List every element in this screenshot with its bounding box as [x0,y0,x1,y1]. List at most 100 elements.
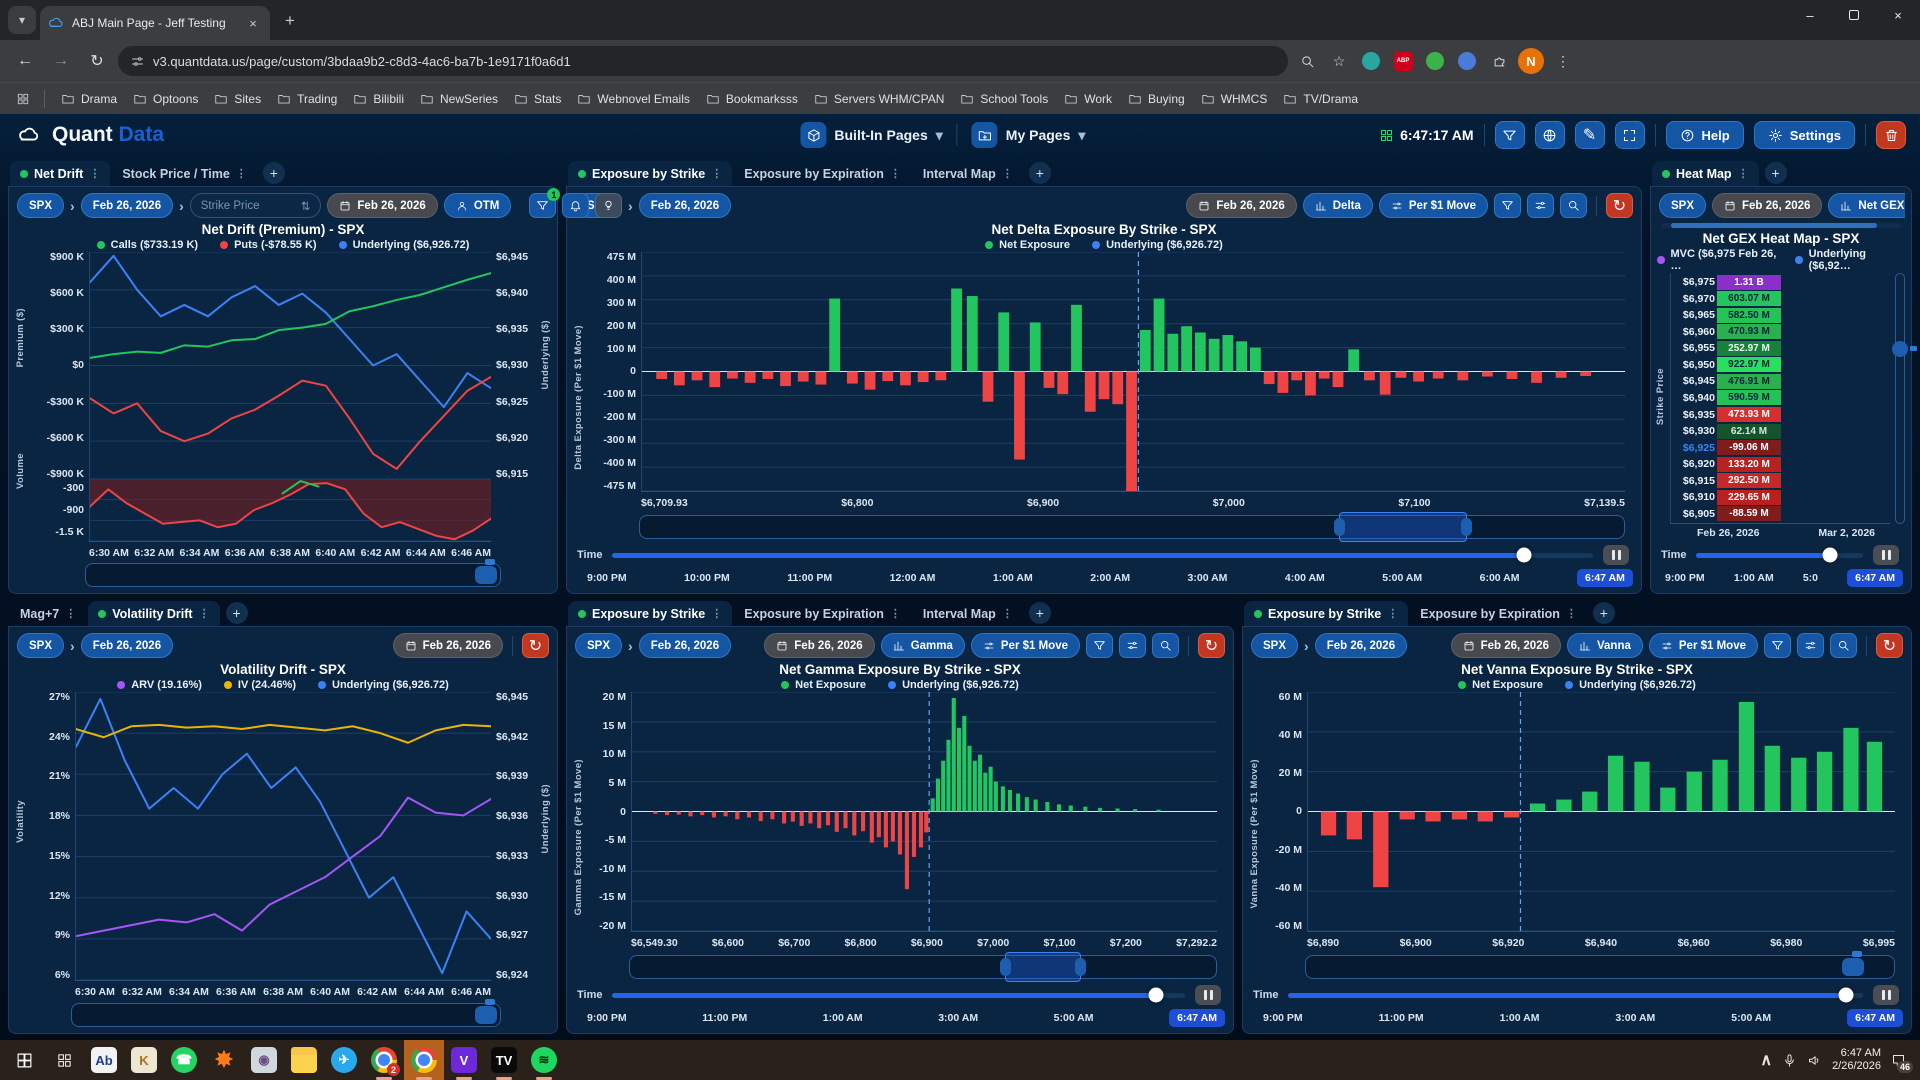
new-tab-button[interactable]: + [285,11,295,30]
vertical-slider-knob[interactable] [1892,340,1917,357]
legend-item[interactable]: Net Exposure [1458,679,1543,691]
browser-menu-icon[interactable]: ⋮ [1556,52,1570,69]
heatmap-row[interactable]: $6,935 473.93 M [1671,407,1890,423]
heatmap-row[interactable]: $6,930 62.14 M [1671,423,1890,439]
kebab-icon[interactable]: ⋮ [89,168,101,180]
pause-button[interactable] [1603,545,1629,565]
bookmark-folder[interactable]: Stats [506,88,569,110]
metric-pill[interactable]: Vanna [1566,633,1643,658]
plot-area[interactable] [75,692,491,980]
tab-net-drift[interactable]: Net Drift ⋮ [10,161,111,186]
delete-page-button[interactable] [1876,121,1906,149]
my-pages-button[interactable]: My Pages ▾ [971,122,1085,148]
symbol-pill[interactable]: SPX [575,633,623,658]
kebab-icon[interactable]: ⋮ [235,168,247,180]
time-slider[interactable] [1696,547,1863,563]
global-filter-button[interactable] [1494,121,1525,149]
browser-tab[interactable]: ABJ Main Page - Jeff Testing × [40,6,270,40]
legend-item[interactable]: Net Exposure [985,239,1070,251]
kebab-icon[interactable]: ⋮ [889,168,901,180]
date-pill[interactable]: Feb 26, 2026 [80,633,174,658]
per-move-pill[interactable]: Per $1 Move [1378,193,1488,218]
built-in-pages-button[interactable]: Built-In Pages ▾ [800,122,943,148]
otm-pill[interactable]: OTM [443,193,512,218]
tab-exposure-by-expiration[interactable]: Exposure by Expiration ⋮ [1420,606,1577,621]
taskbar-app[interactable]: TV [484,1040,524,1080]
tab-exposure-by-expiration[interactable]: Exposure by Expiration ⋮ [744,166,901,181]
legend-item[interactable]: Underlying ($6,92… [1795,248,1905,272]
range-brush[interactable] [1305,951,1895,979]
expiry-pill[interactable]: Feb 26, 2026 [1712,193,1823,218]
symbol-pill[interactable]: SPX [17,633,65,658]
heatmap-row[interactable]: $6,940 590.59 M [1671,390,1890,406]
heatmap-row[interactable]: $6,960 470.93 M [1671,324,1890,340]
taskbar-app[interactable] [404,1040,444,1080]
kebab-icon[interactable]: ⋮ [1001,608,1013,620]
heatmap-row[interactable]: $6,905 -88.59 M [1671,506,1890,522]
tab-stock-price-time[interactable]: Stock Price / Time ⋮ [122,166,247,181]
legend-item[interactable]: Underlying ($6,926.72) [1565,679,1696,691]
tab-exposure-by-strike[interactable]: Exposure by Strike ⋮ [568,161,733,186]
tab-exposure-by-strike[interactable]: Exposure by Strike ⋮ [568,601,733,626]
add-tab-button[interactable]: + [1028,162,1051,184]
kebab-icon[interactable]: ⋮ [1565,608,1577,620]
fullscreen-button[interactable] [1614,121,1645,149]
start-button[interactable] [4,1040,44,1080]
reset-button[interactable]: ↻ [1198,633,1225,658]
edit-button[interactable]: ✎ [1574,121,1605,149]
heatmap-row[interactable]: $6,945 476.91 M [1671,373,1890,389]
filter-button[interactable] [1764,633,1791,658]
bookmark-folder[interactable]: Sites [206,88,269,110]
kebab-icon[interactable]: ⋮ [1737,168,1749,180]
tab-heat-map[interactable]: Heat Map ⋮ [1652,161,1759,186]
add-tab-button[interactable]: + [1028,602,1051,624]
expiry-pill[interactable]: Feb 26, 2026 [1450,633,1561,658]
metric-pill[interactable]: Delta [1302,193,1373,218]
bookmark-star-icon[interactable]: ☆ [1332,52,1346,69]
bookmark-folder[interactable]: Work [1056,88,1120,110]
per-move-pill[interactable]: Per $1 Move [1648,633,1758,658]
bookmark-folder[interactable]: Bilibili [345,88,412,110]
kebab-icon[interactable]: ⋮ [889,608,901,620]
strike-price-input[interactable]: ⇅ [189,193,322,218]
bookmark-folder[interactable]: Buying [1120,88,1193,110]
time-slider[interactable] [612,547,1593,563]
metric-pill[interactable]: Gamma [880,633,965,658]
taskbar-app[interactable]: K [124,1040,164,1080]
help-button[interactable]: Help [1665,121,1744,149]
zoom-button[interactable] [1830,633,1857,658]
symbol-pill[interactable]: SPX [1251,633,1299,658]
time-slider[interactable] [612,987,1185,1003]
tab-close-icon[interactable]: × [249,15,257,31]
brush-handle[interactable] [475,999,497,1024]
bookmark-folder[interactable]: Servers WHM/CPAN [806,88,952,110]
heatmap-row[interactable]: $6,970 603.07 M [1671,291,1890,307]
profile-avatar[interactable]: N [1518,48,1544,74]
adjust-button[interactable] [1119,633,1146,658]
adjust-button[interactable] [1797,633,1824,658]
filter-button[interactable]: 1 [529,188,561,218]
range-brush[interactable] [629,952,1217,982]
reset-button[interactable]: ↻ [522,633,549,658]
heatmap-row[interactable]: $6,950 922.97 M [1671,357,1890,373]
expiry-pill[interactable]: Feb 26, 2026 [392,633,503,658]
heatmap-row[interactable]: $6,920 133.20 M [1671,456,1890,472]
reload-button[interactable]: ↻ [90,53,104,70]
expiry-pill[interactable]: Feb 26, 2026 [1186,193,1297,218]
kebab-icon[interactable]: ⋮ [711,608,723,620]
date-pill[interactable]: Feb 26, 2026 [638,633,732,658]
date-pill[interactable]: Feb 26, 2026 [80,193,174,218]
pause-button[interactable] [1195,985,1221,1005]
add-tab-button[interactable]: + [1592,602,1615,624]
bookmark-folder[interactable]: WHMCS [1193,88,1276,110]
bookmark-folder[interactable]: Bookmarksss [698,88,806,110]
date-pill[interactable]: Feb 26, 2026 [1314,633,1408,658]
horizontal-scrollbar[interactable] [1661,223,1901,228]
legend-item[interactable]: Puts (-$78.55 K) [220,239,317,251]
symbol-pill[interactable]: SPX [1659,193,1707,218]
window-maximize-button[interactable] [1832,0,1876,30]
site-settings-icon[interactable] [130,54,145,69]
reset-button[interactable]: ↻ [1876,633,1903,658]
add-tab-button[interactable]: + [1764,162,1787,184]
volume-plot[interactable] [89,479,491,541]
